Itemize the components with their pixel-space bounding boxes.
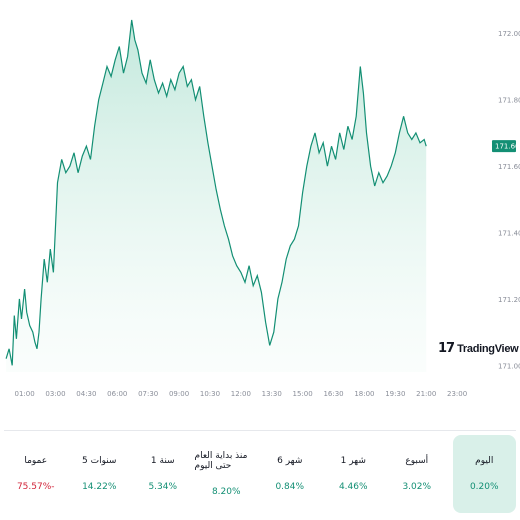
price-line <box>5 19 427 366</box>
performance-period-0[interactable]: اليوم 0.20% <box>452 435 516 513</box>
tradingview-logo-mark: 17 <box>438 341 455 356</box>
performance-period-label: 1 سنة <box>150 456 175 466</box>
x-tick-label: 04:30 <box>76 390 96 398</box>
price-chart[interactable]: 172.000 171.800 171.600 171.400 171.200 171.0… <box>0 0 520 430</box>
x-tick-label: 03:00 <box>45 390 65 398</box>
y-tick-label: 171.600 <box>498 163 520 171</box>
performance-period-3[interactable]: 6 شهر 0.84% <box>258 431 322 517</box>
performance-period-2[interactable]: 1 شهر 4.46% <box>322 431 386 517</box>
performance-period-value: 3.02% <box>402 482 432 492</box>
x-tick-label: 10:30 <box>200 390 220 398</box>
tradingview-logo[interactable]: 17 TradingView <box>438 341 519 356</box>
x-tick-label: 23:00 <box>447 390 467 398</box>
performance-period-label: منذ بداية العام حتى اليوم <box>194 451 248 471</box>
y-tick-label: 171.800 <box>498 97 520 105</box>
x-tick-label: 19:30 <box>385 390 405 398</box>
performance-period-value: 0.20% <box>469 482 499 492</box>
x-tick-label: 21:00 <box>416 390 436 398</box>
performance-period-label: 5 سنوات <box>82 456 117 466</box>
x-tick-label: 12:00 <box>231 390 251 398</box>
tradingview-logo-name: TradingView <box>457 342 519 355</box>
x-axis: 01:00 03:00 04:30 06:00 07:30 09:00 10:30 12:00… <box>15 390 468 398</box>
performance-periods: اليوم 0.20% أسبوع 3.02% 1 شهر 4.46% 6 شهر 0.84%… <box>4 430 516 517</box>
x-tick-label: 01:00 <box>15 390 35 398</box>
x-tick-label: 07:30 <box>138 390 158 398</box>
last-price-label: 171.660 <box>492 140 520 153</box>
x-tick-label: 06:00 <box>107 390 127 398</box>
performance-period-6[interactable]: 5 سنوات 14.22% <box>68 431 132 517</box>
performance-period-1[interactable]: أسبوع 3.02% <box>385 431 449 517</box>
y-axis: 172.000 171.800 171.600 171.400 171.200 171.0… <box>498 30 520 370</box>
y-tick-label: 171.000 <box>498 362 520 370</box>
y-tick-label: 172.000 <box>498 30 520 38</box>
performance-period-label: 6 شهر <box>277 456 303 466</box>
x-tick-label: 13:30 <box>262 390 282 398</box>
performance-period-value: 5.34% <box>148 482 178 492</box>
performance-period-label: 1 شهر <box>340 456 366 466</box>
x-tick-label: 16:30 <box>323 390 343 398</box>
last-price-value: 171.660 <box>495 143 520 151</box>
y-tick-label: 171.200 <box>498 296 520 304</box>
performance-period-label: عموما <box>24 456 48 466</box>
performance-period-4[interactable]: منذ بداية العام حتى اليوم 8.20% <box>195 431 259 517</box>
performance-period-label: اليوم <box>475 456 494 466</box>
performance-period-value: 4.46% <box>338 482 368 492</box>
performance-period-value: 0.84% <box>275 482 305 492</box>
y-tick-label: 171.400 <box>498 230 520 238</box>
performance-period-value: 8.20% <box>211 487 241 497</box>
price-area-fill <box>6 20 427 372</box>
performance-period-value: 75.57%- <box>16 482 55 492</box>
performance-period-5[interactable]: 1 سنة 5.34% <box>131 431 195 517</box>
x-tick-label: 18:00 <box>354 390 374 398</box>
x-tick-label: 15:00 <box>293 390 313 398</box>
performance-period-value: 14.22% <box>82 482 117 492</box>
performance-period-7[interactable]: عموما 75.57%- <box>4 431 68 517</box>
performance-period-label: أسبوع <box>405 456 429 466</box>
x-tick-label: 09:00 <box>169 390 189 398</box>
